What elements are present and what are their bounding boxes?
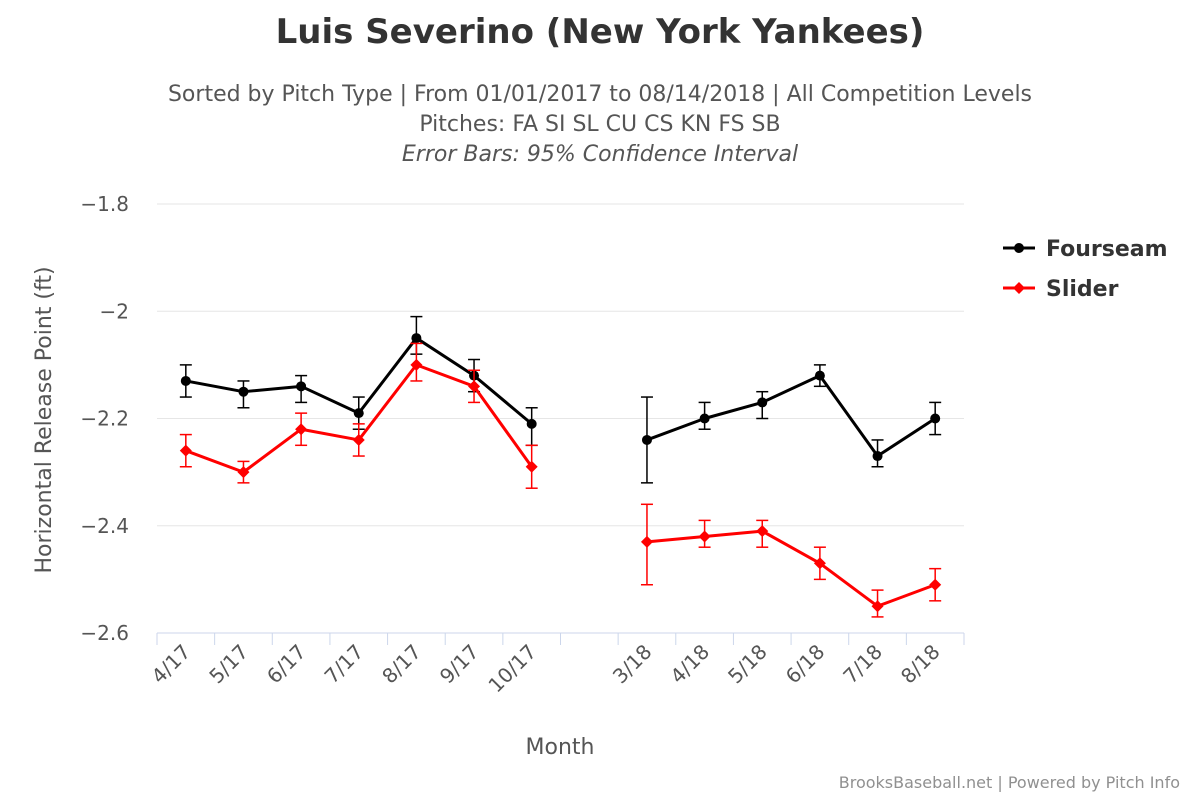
data-point[interactable] (410, 358, 423, 371)
series-line-fourseam (646, 374, 936, 458)
x-tick-label: 3/18 (608, 640, 657, 689)
x-axis: 4/17 5/17 6/17 7/17 8/17 9/17 10/17 3/18 4/18 5/1… (147, 632, 965, 698)
data-point[interactable] (698, 530, 711, 543)
data-point[interactable] (295, 423, 308, 436)
series-fourseam (179, 315, 942, 484)
credits-link[interactable]: BrooksBaseball.net | Powered by Pitch In… (838, 773, 1180, 792)
chart-pitches-line: Pitches: FA SI SL CU CS KN FS SB (419, 112, 781, 137)
y-tick-label: −2.2 (80, 407, 129, 431)
x-tick-label: 9/17 (435, 640, 484, 689)
data-point[interactable] (813, 557, 826, 570)
legend-item-fourseam[interactable]: Fourseam (1003, 237, 1168, 262)
data-point[interactable] (468, 380, 481, 393)
data-point[interactable] (756, 525, 769, 538)
data-point[interactable] (296, 381, 307, 392)
x-axis-title: Month (526, 735, 595, 760)
y-axis-ticks: −1.8 −2 −2.2 −2.4 −2.6 (80, 192, 129, 645)
data-point[interactable] (929, 578, 942, 591)
x-tick-label: 4/18 (665, 640, 714, 689)
y-tick-label: −2.4 (80, 514, 129, 538)
data-point[interactable] (930, 413, 941, 424)
legend[interactable]: Fourseam Slider (1003, 237, 1168, 302)
data-point[interactable] (237, 466, 250, 479)
x-tick-label: 7/18 (838, 640, 887, 689)
x-tick-label: 8/18 (896, 640, 945, 689)
data-point[interactable] (699, 413, 710, 424)
x-tick-label: 6/17 (262, 640, 311, 689)
data-point[interactable] (411, 333, 422, 344)
x-tick-label: 5/18 (723, 640, 772, 689)
data-point[interactable] (353, 408, 364, 419)
y-tick-label: −2.6 (80, 621, 129, 645)
legend-marker-fourseam (1014, 243, 1024, 253)
series-line-slider (646, 529, 936, 608)
data-point[interactable] (872, 451, 883, 462)
data-point[interactable] (525, 460, 538, 473)
data-point[interactable] (871, 600, 884, 613)
x-tick-label: 7/17 (320, 640, 369, 689)
legend-label-fourseam: Fourseam (1046, 237, 1168, 262)
legend-marker-slider (1013, 282, 1025, 294)
x-tick-label: 5/17 (204, 640, 253, 689)
chart-title: Luis Severino (New York Yankees) (275, 12, 925, 52)
chart-error-bars-note: Error Bars: 95% Confidence Interval (401, 142, 799, 167)
data-point[interactable] (526, 418, 537, 429)
data-point[interactable] (641, 434, 652, 445)
data-point[interactable] (179, 444, 192, 457)
data-point[interactable] (180, 375, 191, 386)
x-tick-label: 6/18 (781, 640, 830, 689)
legend-item-slider[interactable]: Slider (1003, 277, 1119, 302)
chart-subtitle: Sorted by Pitch Type | From 01/01/2017 t… (167, 82, 1033, 107)
series-slider (179, 342, 942, 618)
x-tick-label: 10/17 (483, 640, 541, 698)
grid-lines (157, 203, 964, 634)
series-layer (179, 315, 942, 618)
data-point[interactable] (814, 370, 825, 381)
data-point[interactable] (757, 397, 768, 408)
legend-label-slider: Slider (1046, 277, 1119, 302)
data-point[interactable] (640, 535, 653, 548)
y-axis-title: Horizontal Release Point (ft) (32, 266, 57, 573)
y-tick-label: −2 (100, 299, 129, 323)
data-point[interactable] (238, 386, 249, 397)
y-tick-label: −1.8 (80, 192, 129, 216)
x-tick-label: 4/17 (147, 640, 196, 689)
x-tick-label: 8/17 (377, 640, 426, 689)
data-point[interactable] (352, 433, 365, 446)
